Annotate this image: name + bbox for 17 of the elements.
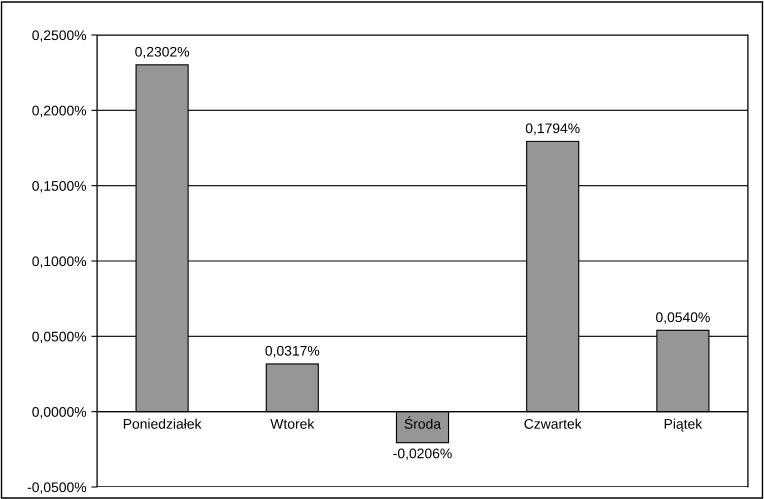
x-tick-label: Piątek — [664, 418, 702, 432]
x-tick-label: Środa — [404, 416, 442, 429]
data-label: 0,0540% — [656, 312, 710, 324]
y-tick-label: 0,0500% — [32, 332, 86, 344]
y-tick-label: 0,1000% — [32, 256, 86, 268]
x-tick-label: Poniedziałek — [124, 418, 202, 429]
y-tick-label: -0,0500% — [28, 482, 86, 494]
x-tick-label: Czwartek — [524, 418, 582, 429]
data-label: 0,2302% — [135, 46, 190, 58]
x-tick-label: Wtorek — [270, 418, 314, 429]
y-tick-label: 0,2000% — [32, 106, 86, 118]
data-label: -0,0206% — [393, 448, 452, 460]
data-label: 0,0317% — [265, 346, 320, 358]
y-tick-label: 0,0000% — [32, 407, 86, 418]
data-label: 0,1794% — [526, 123, 580, 135]
y-tick-label: 0,2500% — [32, 30, 86, 42]
y-tick-label: 0,1500% — [32, 181, 86, 192]
